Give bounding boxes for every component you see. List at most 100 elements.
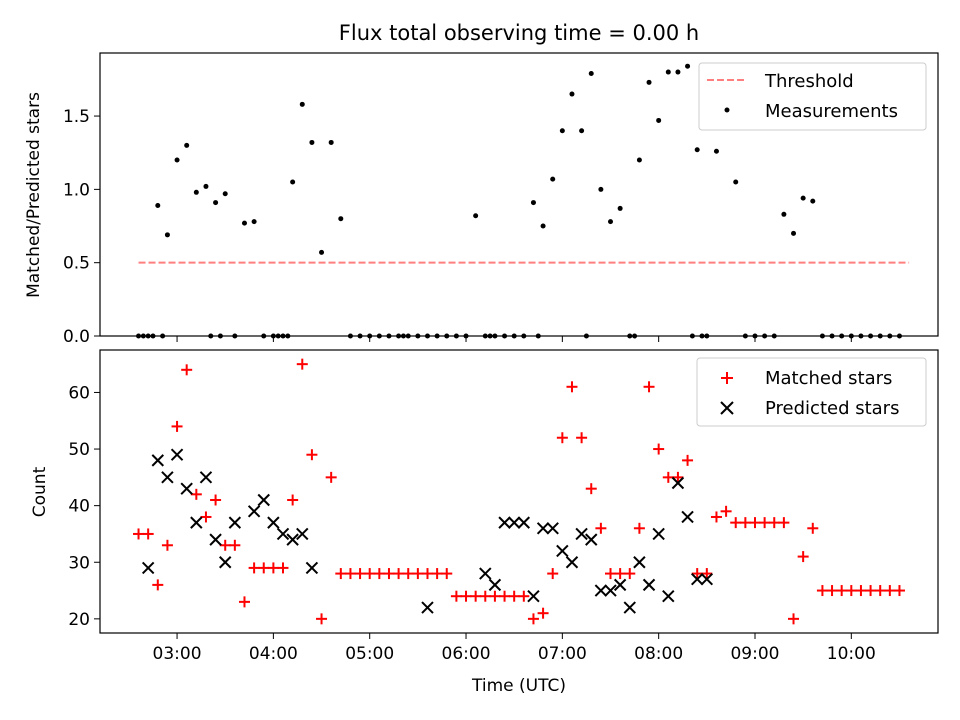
matched-star-point xyxy=(277,562,289,574)
predicted-star-point xyxy=(507,516,521,529)
predicted-star-point xyxy=(286,533,299,546)
legend-measurements-label: Measurements xyxy=(765,101,898,122)
predicted-star-point xyxy=(199,471,213,484)
measurement-point xyxy=(184,142,190,148)
measurement-point xyxy=(665,69,671,75)
predicted-star-point xyxy=(604,584,617,597)
matched-star-point xyxy=(142,528,154,540)
matched-star-point xyxy=(720,505,732,517)
measurement-point xyxy=(309,139,315,145)
measurement-point xyxy=(704,333,710,339)
top-legend: Threshold Measurements xyxy=(698,62,927,131)
measurement-point xyxy=(290,179,296,185)
matched-star-point xyxy=(788,613,800,625)
legend-matched-swatch xyxy=(721,372,733,384)
measurement-point xyxy=(164,232,170,238)
bottom-y-tick-label: 50 xyxy=(68,440,90,460)
measurement-point xyxy=(540,223,546,229)
predicted-star-point xyxy=(527,590,540,603)
matched-star-point xyxy=(576,432,588,444)
matched-star-point xyxy=(171,420,183,432)
measurement-point xyxy=(617,205,623,211)
legend-predicted-label: Predicted stars xyxy=(765,398,899,419)
matched-star-point xyxy=(479,590,491,602)
matched-star-point xyxy=(219,539,231,551)
predicted-star-point xyxy=(681,510,694,524)
measurement-point xyxy=(208,333,214,339)
top-y-axis-label: Matched/Predicted stars xyxy=(24,92,44,298)
measurement-point xyxy=(415,333,421,339)
matched-star-point xyxy=(682,454,694,466)
matched-star-point xyxy=(768,517,780,529)
matched-star-point xyxy=(354,568,366,580)
predicted-star-point xyxy=(690,573,704,586)
measurement-point xyxy=(396,333,402,339)
measurement-point xyxy=(742,333,748,339)
matched-star-point xyxy=(470,590,482,602)
predicted-star-point xyxy=(296,527,309,541)
matched-star-point xyxy=(884,585,896,597)
legend-predicted-swatch xyxy=(720,401,734,415)
matched-star-point xyxy=(296,358,308,370)
matched-star-point xyxy=(527,613,539,625)
measurement-point xyxy=(511,333,517,339)
measurement-point xyxy=(579,128,585,134)
measurement-point xyxy=(400,333,406,339)
x-axis-label: Time (UTC) xyxy=(471,676,566,696)
measurement-point xyxy=(328,139,334,145)
measurement-point xyxy=(473,213,479,219)
matched-star-point xyxy=(556,432,568,444)
matched-star-point xyxy=(133,528,145,540)
measurement-point xyxy=(367,333,373,339)
matched-star-point xyxy=(672,471,684,483)
predicted-star-point xyxy=(305,561,319,575)
measurement-point xyxy=(174,157,180,163)
measurement-point xyxy=(752,333,758,339)
matched-star-point xyxy=(489,590,501,602)
measurement-point xyxy=(608,219,614,225)
measurement-point xyxy=(530,200,536,206)
predicted-star-point xyxy=(228,516,242,529)
predicted-star-point xyxy=(151,454,165,467)
top-y-tick-label: 1.5 xyxy=(63,107,90,127)
measurement-point xyxy=(636,157,642,163)
bottom-y-axis-label: Count xyxy=(30,466,50,517)
x-tick-label: 06:00 xyxy=(442,644,491,664)
predicted-star-point xyxy=(662,590,675,603)
measurement-point xyxy=(270,333,276,339)
top-y-tick-label: 0.0 xyxy=(63,327,90,347)
predicted-star-point xyxy=(170,448,184,461)
x-tick-label: 07:00 xyxy=(538,644,587,664)
matched-star-point xyxy=(200,511,212,523)
matched-star-point xyxy=(499,590,511,602)
matched-star-point xyxy=(691,568,703,580)
measurement-point xyxy=(453,333,459,339)
measurement-point xyxy=(810,198,816,204)
measurement-point xyxy=(463,333,469,339)
matched-star-point xyxy=(566,381,578,393)
matched-star-point xyxy=(344,568,356,580)
matched-star-point xyxy=(874,585,886,597)
predicted-star-point xyxy=(613,578,627,592)
predicted-star-point xyxy=(141,561,155,575)
measurement-point xyxy=(145,333,151,339)
x-tick-label: 05:00 xyxy=(345,644,394,664)
bottom-panel: 20 30 40 50 60 03:00 04:00 05:00 06:00 07:00 08:0… xyxy=(30,349,939,696)
measurement-point xyxy=(434,333,440,339)
measurement-point xyxy=(699,333,705,339)
matched-star-point xyxy=(749,517,761,529)
top-y-tick-label: 0.5 xyxy=(63,254,90,274)
measurement-point xyxy=(800,195,806,201)
matched-star-point xyxy=(595,522,607,534)
predicted-star-point xyxy=(247,505,261,518)
measurement-point xyxy=(733,179,739,185)
predicted-star-point xyxy=(209,533,222,546)
matched-star-point xyxy=(633,522,645,534)
matched-star-point xyxy=(662,471,674,483)
measurement-point xyxy=(550,176,556,182)
matched-star-point xyxy=(836,585,848,597)
bottom-y-tick-label: 40 xyxy=(68,497,90,517)
matched-star-point xyxy=(393,568,405,580)
matched-star-point xyxy=(508,590,520,602)
